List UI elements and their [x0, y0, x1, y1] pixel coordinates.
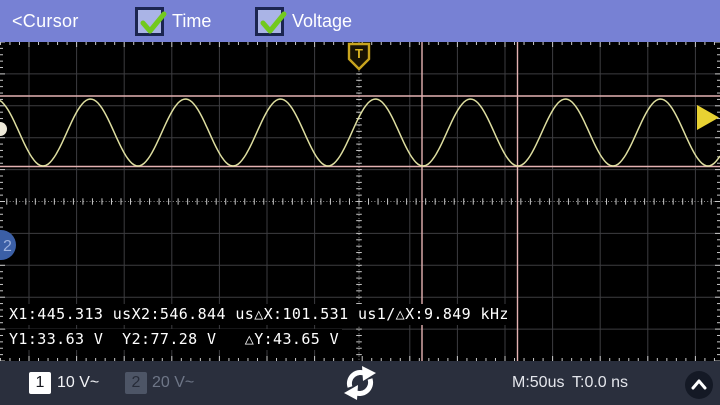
- cursor-lines[interactable]: [0, 42, 720, 361]
- time-checkbox[interactable]: [135, 7, 167, 36]
- ch2-marker-number: 2: [3, 238, 12, 255]
- checkmark-icon: [140, 11, 167, 34]
- refresh-button[interactable]: [342, 365, 378, 401]
- voltage-checkbox[interactable]: [255, 7, 287, 36]
- trigger-position-marker[interactable]: T: [347, 42, 371, 71]
- trigger-level-arrow-icon[interactable]: [697, 105, 719, 130]
- refresh-icon: [344, 366, 376, 400]
- waveform-trace: [0, 98, 720, 167]
- cursor-back-button[interactable]: <Cursor: [12, 11, 79, 31]
- checkmark-icon: [260, 11, 287, 34]
- chevron-up-icon: [691, 379, 707, 390]
- time-checkbox-label: Time: [172, 11, 212, 31]
- ch1-position-marker[interactable]: [0, 122, 7, 136]
- bottom-bar: 1 10 V~ 2 20 V~ M:50us T:0.0 ns: [0, 361, 720, 405]
- timebase-readout[interactable]: M:50us: [512, 374, 565, 391]
- voltage-checkbox-label: Voltage: [292, 11, 353, 31]
- trigger-time-readout[interactable]: T:0.0 ns: [572, 374, 629, 391]
- channel-2-scale[interactable]: 20 V~: [152, 374, 195, 391]
- cursor-time-readout: X1:445.313 usX2:546.844 us△X:101.531 us1…: [6, 304, 512, 325]
- channel-1-button[interactable]: 1: [29, 372, 51, 394]
- channel-2-button[interactable]: 2: [125, 372, 147, 394]
- scope-canvas[interactable]: T 2: [0, 42, 720, 361]
- cursor-voltage-readout: Y1:33.63 V Y2:77.28 V △Y:43.65 V: [6, 329, 343, 350]
- channel-1-scale[interactable]: 10 V~: [57, 374, 100, 391]
- scope-display[interactable]: T 2 X1:445.313 usX2:546.844 us△X:101.531…: [0, 42, 720, 361]
- trigger-marker-letter: T: [355, 46, 363, 61]
- collapse-menu-button[interactable]: [685, 371, 713, 399]
- graticule: [0, 42, 720, 361]
- top-bar: <Cursor Time Voltage: [0, 0, 720, 42]
- ch2-position-marker[interactable]: 2: [0, 230, 16, 260]
